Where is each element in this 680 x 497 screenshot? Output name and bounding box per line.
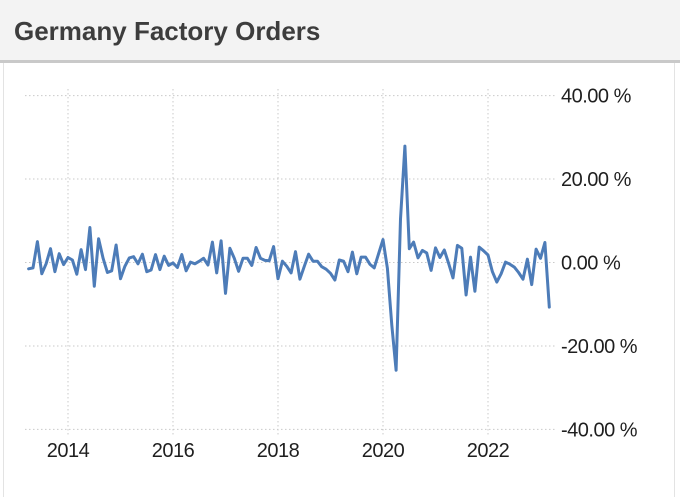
y-axis-label: -40.00 % xyxy=(561,419,638,441)
x-axis-label: 2014 xyxy=(47,440,90,462)
x-axis-label: 2016 xyxy=(152,440,195,462)
y-axis-label: 40.00 % xyxy=(561,86,632,108)
page-title: Germany Factory Orders xyxy=(14,16,321,46)
x-axis-label: 2022 xyxy=(467,440,510,462)
header: Germany Factory Orders xyxy=(0,0,680,63)
x-axis-label: 2020 xyxy=(362,440,405,462)
x-axis-label: 2018 xyxy=(257,440,300,462)
series-line[interactable] xyxy=(27,144,551,372)
y-axis-label: -20.00 % xyxy=(561,336,638,358)
y-axis-label: 0.00 % xyxy=(561,253,621,275)
y-axis-label: 20.00 % xyxy=(561,169,632,191)
chart-panel xyxy=(3,63,675,497)
chart-canvas[interactable]: 40.00 % 20.00 % 0.00 % -20.00 % -40.00 % 2014… xyxy=(0,63,680,497)
